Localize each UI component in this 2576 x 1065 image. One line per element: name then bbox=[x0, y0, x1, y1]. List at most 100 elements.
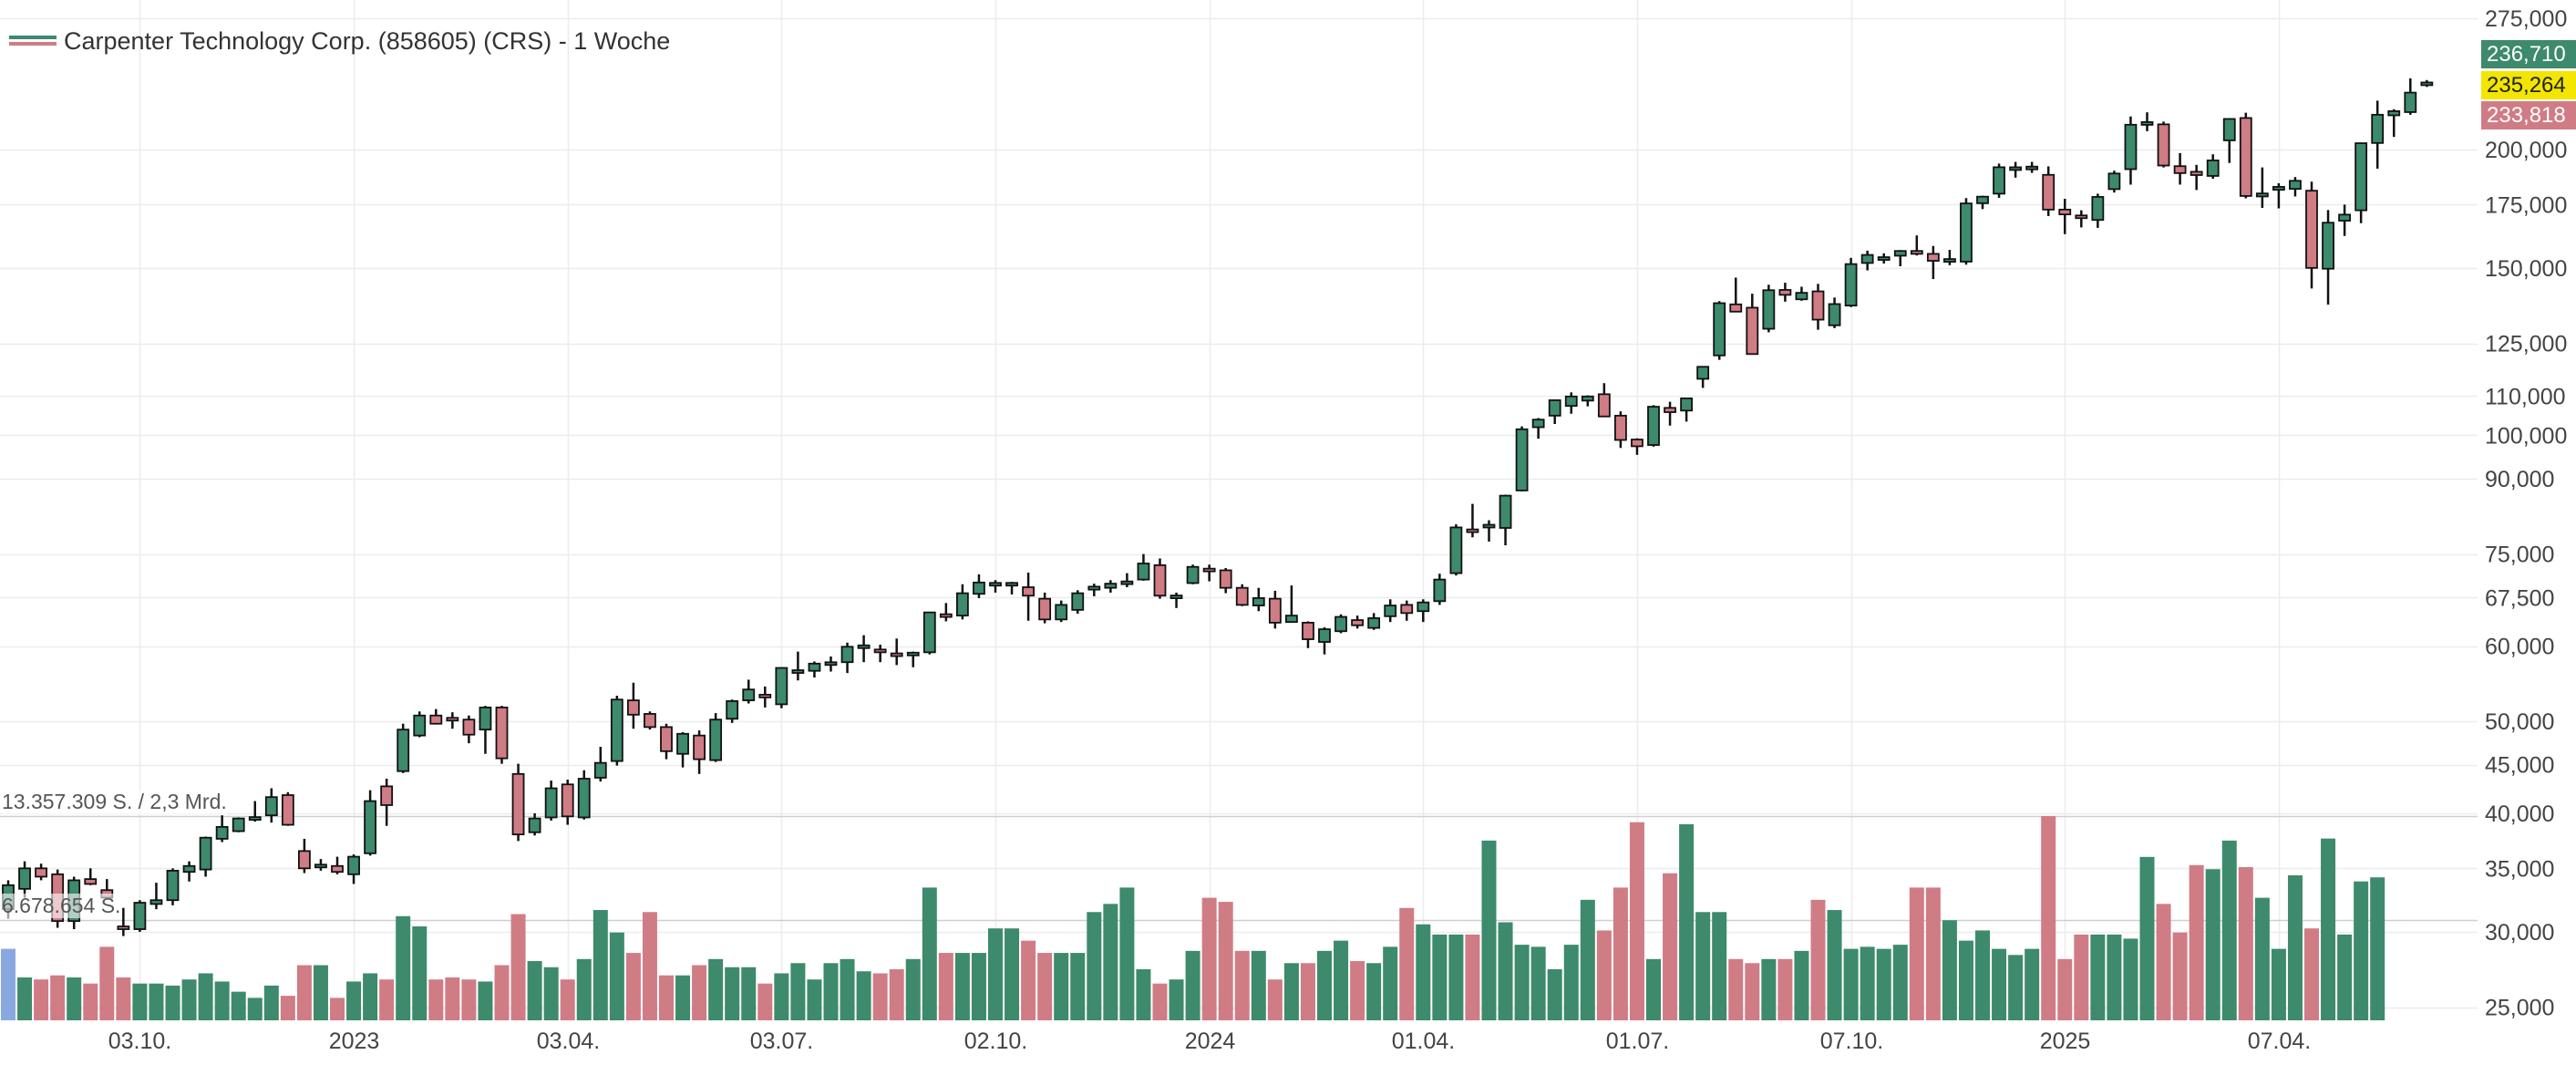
x-tick-label: 02.10. bbox=[964, 1029, 1028, 1054]
y-tick-label: 150,000 bbox=[2485, 256, 2567, 282]
candle-body bbox=[1515, 428, 1529, 491]
candle-body bbox=[248, 816, 262, 822]
candle-body bbox=[347, 855, 360, 875]
volume-bar bbox=[872, 973, 888, 1020]
y-tick-label: 110,000 bbox=[2485, 384, 2566, 409]
candle-body bbox=[1844, 263, 1858, 307]
volume-bar bbox=[625, 953, 641, 1020]
volume-bar bbox=[757, 983, 773, 1020]
volume-bar bbox=[1103, 904, 1118, 1020]
candle-body bbox=[709, 719, 723, 761]
candle-body bbox=[1647, 406, 1660, 446]
volume-bar bbox=[971, 953, 986, 1020]
volume-bar bbox=[34, 979, 49, 1020]
candle-body bbox=[2371, 113, 2385, 144]
volume-bar bbox=[1300, 963, 1315, 1020]
volume-bar bbox=[363, 973, 378, 1020]
candle-body bbox=[2124, 123, 2138, 171]
candle-body bbox=[18, 867, 31, 890]
candle-body bbox=[627, 699, 640, 716]
volume-bar bbox=[708, 958, 724, 1020]
volume-bar bbox=[807, 979, 822, 1020]
volume-bar bbox=[2008, 955, 2024, 1020]
candle-body bbox=[1268, 597, 1282, 624]
volume-bar bbox=[510, 914, 526, 1020]
candle-body bbox=[1384, 605, 1397, 617]
candle-body bbox=[906, 651, 920, 657]
volume-bar bbox=[214, 981, 230, 1020]
volume-bar bbox=[1745, 963, 1760, 1020]
candle-body bbox=[791, 669, 805, 674]
candle-body bbox=[2173, 165, 2187, 174]
volume-bar bbox=[1629, 822, 1644, 1020]
y-tick-label: 75,000 bbox=[2485, 543, 2554, 568]
candle-body bbox=[1696, 366, 1710, 380]
candle-body bbox=[2272, 186, 2285, 191]
price-tag-last: 235,264 bbox=[2481, 71, 2576, 99]
volume-bar bbox=[840, 958, 855, 1020]
y-tick-label: 125,000 bbox=[2485, 332, 2567, 357]
price-tag-high: 236,710 bbox=[2481, 40, 2576, 68]
candle-body bbox=[1137, 563, 1150, 581]
volume-bar bbox=[1810, 899, 1826, 1020]
volume-bar bbox=[445, 977, 460, 1020]
volume-bar bbox=[280, 996, 295, 1020]
candle-body bbox=[2140, 121, 2154, 126]
candle-body bbox=[1531, 419, 1545, 429]
volume-bar bbox=[313, 965, 328, 1020]
candle-body bbox=[215, 825, 229, 840]
x-tick-label: 2023 bbox=[329, 1029, 380, 1054]
volume-bar bbox=[2238, 867, 2253, 1020]
volume-bar bbox=[922, 887, 937, 1020]
candle-body bbox=[149, 899, 163, 905]
candle-body bbox=[1482, 523, 1496, 529]
volume-bar bbox=[2221, 840, 2237, 1020]
volume-bar bbox=[1383, 946, 1398, 1020]
candle-body bbox=[973, 581, 985, 595]
y-tick-label: 50,000 bbox=[2485, 709, 2554, 735]
volume-bar bbox=[1563, 945, 1579, 1020]
volume-bar bbox=[1646, 958, 1661, 1020]
candle-body bbox=[133, 902, 147, 930]
candle-body bbox=[1680, 397, 1693, 412]
candle-body bbox=[331, 864, 344, 874]
volume-bar bbox=[67, 977, 82, 1020]
volume-bar bbox=[856, 971, 871, 1020]
volume-bar bbox=[1201, 897, 1217, 1020]
volume-bar bbox=[576, 958, 592, 1020]
volume-bar bbox=[1416, 924, 1431, 1020]
volume-bar bbox=[1136, 969, 1151, 1020]
candle-body bbox=[1038, 597, 1052, 621]
candle-body bbox=[2289, 180, 2302, 191]
candle-body bbox=[1795, 292, 1808, 301]
candle-body bbox=[264, 796, 278, 817]
candle-body bbox=[429, 714, 443, 725]
volume-bar bbox=[1251, 950, 1266, 1020]
candle-body bbox=[1351, 619, 1364, 626]
volume-bar bbox=[396, 915, 411, 1020]
candle-body bbox=[2190, 171, 2203, 176]
candle-body bbox=[1400, 604, 1414, 615]
candle-body bbox=[1022, 586, 1035, 597]
candle-body bbox=[922, 611, 936, 654]
volume-bar bbox=[1514, 945, 1530, 1020]
volume-bar bbox=[889, 969, 904, 1020]
candle-body bbox=[1449, 526, 1463, 574]
volume-bar bbox=[1267, 979, 1283, 1020]
candle-body bbox=[1564, 395, 1578, 408]
volume-bar bbox=[2370, 877, 2385, 1020]
candle-body bbox=[199, 836, 212, 871]
candle-body bbox=[1778, 289, 1792, 296]
candle-body bbox=[693, 734, 706, 760]
volume-bar bbox=[428, 979, 444, 1020]
volume-bar bbox=[1663, 873, 1678, 1020]
volume-bar bbox=[725, 967, 740, 1020]
volume-bar bbox=[1432, 934, 1448, 1020]
candle-body bbox=[2042, 173, 2056, 211]
candle-body bbox=[939, 613, 953, 618]
volume-bar bbox=[198, 973, 213, 1020]
candle-body bbox=[2025, 165, 2039, 171]
volume-bar bbox=[1465, 934, 1480, 1020]
volume-bar bbox=[1037, 953, 1053, 1020]
volume-bar bbox=[1005, 928, 1020, 1020]
